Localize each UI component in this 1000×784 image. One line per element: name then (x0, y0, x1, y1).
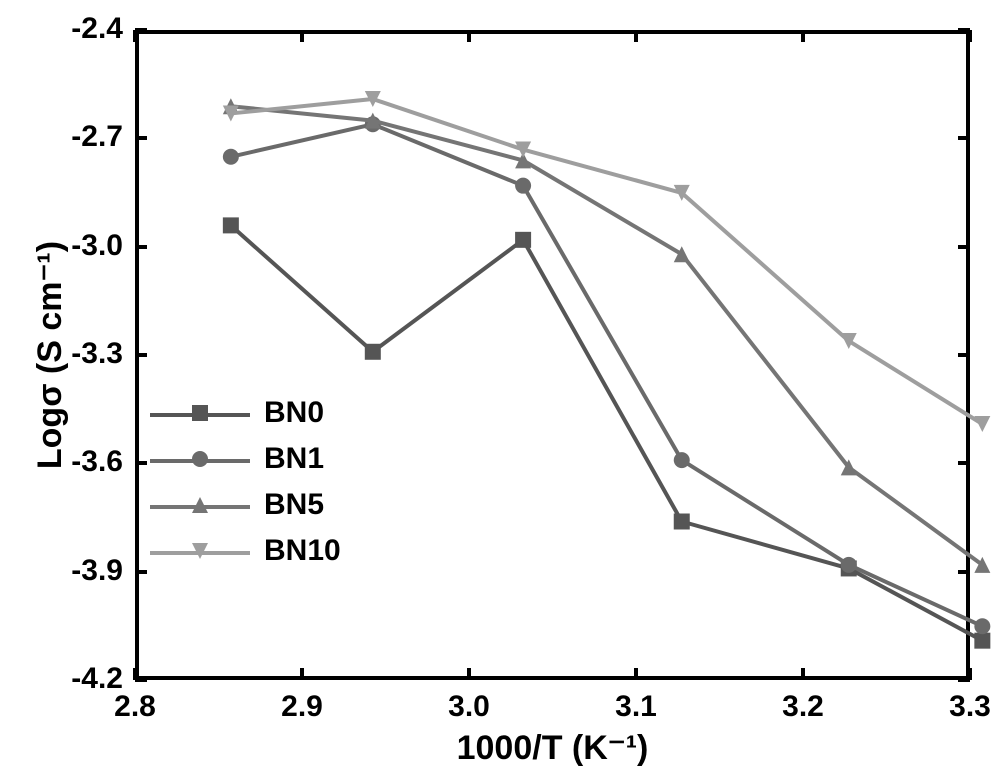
y-tick-label: -3.9 (71, 554, 123, 588)
tick (467, 668, 471, 680)
tick (467, 30, 471, 42)
tick (958, 678, 970, 682)
legend-entry-bn1: BN1 (150, 436, 341, 482)
y-tick-label: -2.7 (71, 120, 123, 154)
legend-label: BN0 (264, 396, 324, 430)
tick (958, 461, 970, 465)
circle-icon (190, 449, 210, 469)
triangle-down-icon (190, 541, 210, 561)
x-tick-label: 3.3 (940, 690, 1000, 724)
tick (135, 245, 147, 249)
series-marker-bn1 (674, 452, 690, 468)
tick (300, 668, 304, 680)
tick (634, 668, 638, 680)
tick (135, 136, 147, 140)
series-line-bn1 (231, 124, 983, 626)
legend-label: BN5 (264, 488, 324, 522)
tick (958, 353, 970, 357)
legend-swatch (150, 444, 250, 474)
tick (300, 30, 304, 42)
y-tick-label: -2.4 (71, 12, 123, 46)
tick (634, 30, 638, 42)
plot-area (135, 30, 970, 680)
x-tick-label: 3.2 (773, 690, 833, 724)
series-marker-bn0 (365, 344, 381, 360)
legend-entry-bn5: BN5 (150, 482, 341, 528)
legend-swatch (150, 398, 250, 428)
tick (958, 245, 970, 249)
tick (958, 28, 970, 32)
legend-swatch (150, 536, 250, 566)
tick (135, 461, 147, 465)
plot-svg (139, 34, 974, 684)
tick (801, 668, 805, 680)
x-tick-label: 2.9 (272, 690, 332, 724)
legend-entry-bn10: BN10 (150, 528, 341, 574)
series-marker-bn1 (515, 178, 531, 194)
series-marker-bn0 (223, 217, 239, 233)
y-tick-label: -4.2 (71, 662, 123, 696)
triangle-up-icon (190, 495, 210, 515)
legend-swatch (150, 490, 250, 520)
tick (135, 570, 147, 574)
x-tick-label: 3.0 (439, 690, 499, 724)
y-axis-label: Logσ (S cm⁻¹) (30, 30, 70, 680)
series-line-bn5 (231, 106, 983, 565)
legend: BN0 BN1 BN5 BN10 (150, 390, 341, 574)
series-marker-bn0 (515, 232, 531, 248)
x-tick-label: 3.1 (606, 690, 666, 724)
legend-label: BN10 (264, 534, 341, 568)
chart-container: 2.82.93.03.13.23.3-4.2-3.9-3.6-3.3-3.0-2… (0, 0, 1000, 784)
y-tick-label: -3.0 (71, 229, 123, 263)
square-icon (190, 403, 210, 423)
series-line-bn0 (231, 225, 983, 640)
series-marker-bn1 (223, 149, 239, 165)
tick (135, 678, 147, 682)
series-marker-bn0 (974, 633, 990, 649)
series-line-bn10 (231, 99, 983, 424)
x-axis-label: 1000/T (K⁻¹) (135, 728, 970, 768)
tick (958, 570, 970, 574)
tick (135, 353, 147, 357)
series-marker-bn1 (974, 618, 990, 634)
y-tick-label: -3.3 (71, 337, 123, 371)
tick (135, 28, 147, 32)
tick (958, 136, 970, 140)
series-marker-bn0 (674, 514, 690, 530)
y-tick-label: -3.6 (71, 445, 123, 479)
tick (801, 30, 805, 42)
series-marker-bn10 (974, 416, 990, 432)
legend-label: BN1 (264, 442, 324, 476)
legend-entry-bn0: BN0 (150, 390, 341, 436)
series-marker-bn1 (841, 557, 857, 573)
